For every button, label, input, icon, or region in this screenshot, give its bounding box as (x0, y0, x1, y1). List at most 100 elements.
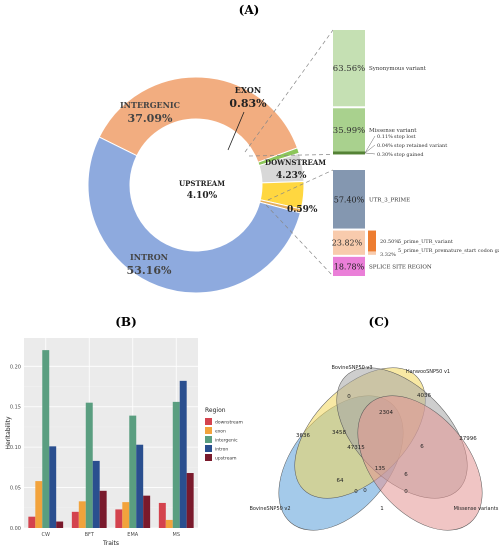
legend-swatch-intergenic (205, 436, 212, 443)
stop-value: 0.04% (377, 143, 393, 149)
y-tick-label: 0.00 (10, 526, 21, 532)
bar-intergenic-ms (172, 401, 180, 528)
connector-exon-bottom (248, 154, 334, 157)
bar-upstream-ema (143, 495, 151, 528)
venn-label-v3: BovineSNP50 v3 (331, 365, 372, 371)
label-intron: INTRON (130, 252, 168, 262)
venn-set-missense (357, 395, 483, 531)
bar-exon-bft (78, 501, 86, 528)
upstream-sub-utr5-variant-value: 20.50% (380, 239, 399, 245)
upstream-bar-utr5-value: 23.82% (332, 239, 363, 248)
bar-intergenic-ema (129, 415, 137, 528)
venn-region-count: 4036 (417, 393, 431, 399)
label-exon: EXON (235, 85, 261, 95)
stop-label: stop gained (394, 152, 424, 158)
venn-label-v2: BovineSNP50 v2 (249, 506, 290, 512)
legend-label-downstream: downstream (215, 420, 243, 426)
venn-region-count: 0 (404, 489, 408, 495)
stop-leader-line (364, 144, 376, 154)
legend-label-intron: intron (215, 447, 228, 453)
upstream-sub-utr5-premature (368, 251, 376, 255)
donut-labels: INTERGENIC 37.09% INTRON 53.16% EXON 0.8… (120, 85, 326, 277)
label-downstream: DOWNSTREAM (265, 158, 326, 167)
donut-chart (87, 76, 305, 294)
legend-title: Region (205, 407, 226, 414)
panel-a-title: (A) (239, 3, 260, 17)
x-axis-label: Traits (102, 540, 119, 547)
legend-swatch-downstream (205, 418, 212, 425)
exon-bar-missense (333, 108, 365, 152)
legend-label-intergenic: intergenic (215, 438, 238, 444)
stop-label: stop retained variant (394, 143, 447, 149)
upstream-sub-utr5-premature-value: 3.32% (380, 252, 396, 258)
exon-bar-synonymous-label: Synonymous variant (369, 66, 427, 72)
y-tick-label: 0.20 (10, 364, 21, 370)
bar-intron-cw (49, 446, 57, 528)
venn-label-missense: Missense variants (454, 506, 499, 512)
exon-bar-missense-label: Missense variant (369, 128, 417, 134)
label-intergenic: INTERGENIC (120, 100, 180, 110)
breakdown-bars: 63.56% Synonymous variant 35.99% Missense v… (332, 30, 499, 276)
upstream-bar-splice-value: 18.78% (334, 262, 365, 271)
bar-intron-bft (92, 460, 100, 528)
venn-region-count: 64 (337, 478, 344, 484)
x-tick-label: BFT (85, 532, 95, 538)
donut-slice-intergenic (98, 76, 299, 163)
bar-intergenic-cw (42, 350, 50, 528)
stop-leader-line (364, 135, 376, 154)
connector-upstream-bottom (265, 204, 334, 277)
venn-region-count: 1 (380, 506, 384, 512)
bar-upstream-bft (99, 490, 107, 528)
bar-exon-cw (35, 481, 43, 528)
upstream-bar-utr5 (333, 230, 365, 255)
legend-label-exon: exon (215, 430, 226, 435)
value-intergenic: 37.09% (128, 112, 173, 125)
y-tick-label: 0.10 (10, 445, 21, 451)
upstream-sub-utr5-variant (368, 230, 376, 252)
upstream-bar-splice-label: SPLICE SITE REGION (369, 264, 432, 270)
panel-c-title: (C) (369, 315, 390, 329)
y-axis-label: Heritability (5, 416, 12, 450)
venn-label-v1: HanwooSNP50 v1 (406, 369, 450, 375)
connector-lines (244, 29, 334, 277)
venn-region-count: 3458 (332, 430, 346, 436)
legend-swatch-upstream (205, 454, 212, 461)
venn-region-count: 2304 (379, 410, 393, 416)
venn-region-count: 47315 (347, 445, 365, 451)
bar-exon-ms (165, 519, 173, 528)
stop-value: 0.30% (377, 152, 393, 158)
legend-swatch-intron (205, 445, 212, 452)
stop-label: stop lost (394, 134, 416, 140)
value-exon: 0.83% (229, 97, 267, 110)
bar-downstream-bft (71, 511, 79, 528)
venn-region-count: 6 (420, 444, 424, 450)
bar-exon-ema (122, 502, 130, 528)
bar-upstream-ms (186, 473, 194, 528)
value-upstream: 4.10% (187, 191, 218, 201)
bar-intergenic-bft (85, 402, 93, 528)
exon-bar-synonymous-value: 63.56% (333, 64, 365, 74)
upstream-bar-utr3-value: 57.40% (334, 195, 365, 204)
label-upstream: UPSTREAM (179, 179, 225, 188)
bar-intron-ms (179, 380, 187, 528)
venn-region-count: 3636 (296, 433, 310, 439)
upstream-sub-utr5-premature-label: 5_prime_UTR_premature_start codon gain v… (398, 248, 499, 254)
venn-diagram: BovineSNP50 v3 HanwooSNP50 v1 BovineSNP50 … (249, 365, 499, 531)
bar-upstream-cw (56, 521, 64, 528)
legend-label-upstream: upstream (215, 456, 236, 462)
exon-leader-line (227, 111, 245, 151)
venn-region-count: 0 (354, 489, 358, 495)
bar-downstream-ms (158, 502, 166, 528)
donut-slice-intron (87, 136, 301, 294)
y-tick-label: 0.15 (10, 405, 21, 411)
x-tick-label: MS (173, 532, 181, 538)
bar-chart: 0.00 0.05 0.10 0.15 0.20 CW BFT EMA MS Traits Heri… (5, 338, 243, 547)
upstream-bar-utr3 (333, 170, 365, 229)
x-tick-label: CW (42, 532, 50, 538)
legend-swatch-exon (205, 427, 212, 434)
value-splice: 0.59% (287, 205, 318, 215)
connector-upstream-top (267, 169, 334, 201)
venn-region-count: 0 (363, 488, 367, 494)
upstream-bar-splice-region (333, 256, 365, 276)
